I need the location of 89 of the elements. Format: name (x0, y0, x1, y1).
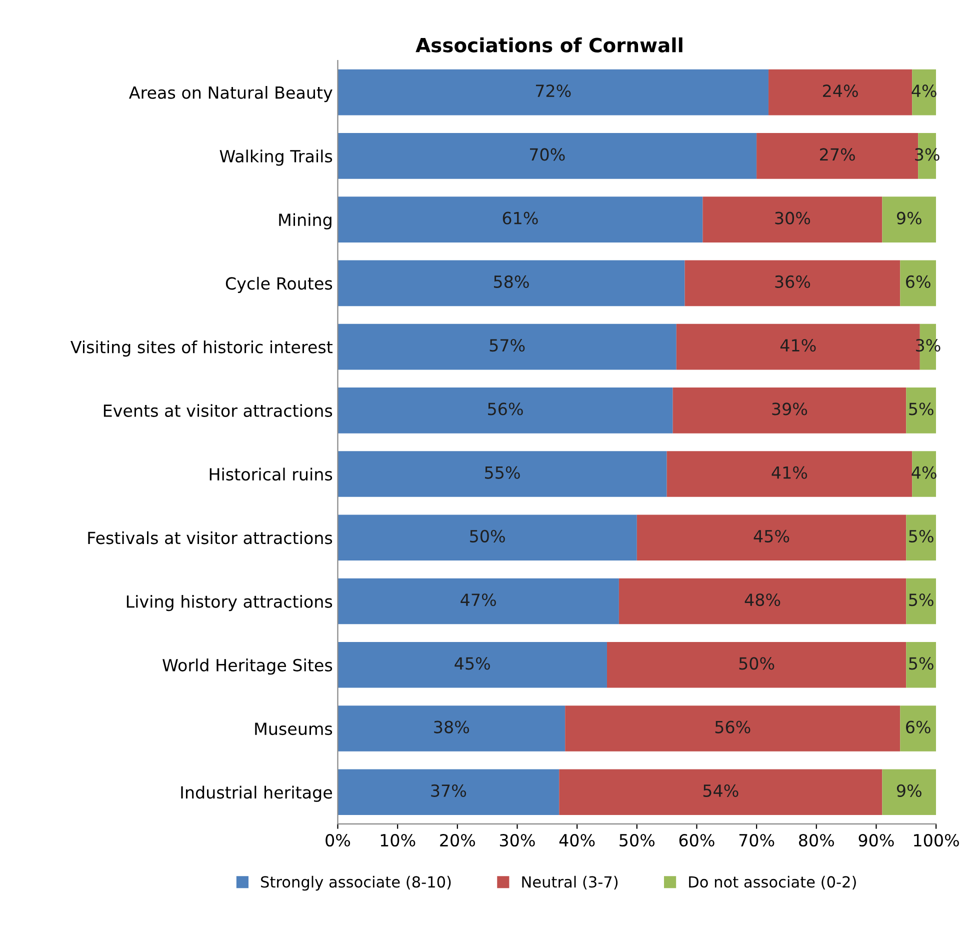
legend-label: Strongly associate (8-10) (261, 876, 451, 891)
bar (684, 260, 900, 306)
data-label: 45% (754, 530, 790, 542)
y-tick-label: Historical ruins (210, 468, 332, 481)
bar (906, 578, 936, 624)
y-tick-label: World Heritage Sites (162, 658, 332, 675)
bar (672, 388, 906, 434)
data-label: 37% (431, 784, 466, 797)
bar (768, 69, 912, 116)
bar (906, 514, 936, 561)
data-label: 45% (454, 657, 490, 670)
data-label: 72% (536, 84, 571, 98)
bar (906, 388, 936, 434)
data-label: 5% (909, 594, 934, 606)
y-tick-label: Industrial heritage (181, 786, 332, 802)
bar (559, 769, 882, 816)
y-tick-label: Museums (255, 722, 332, 736)
bar (338, 388, 673, 434)
x-tick-label: 90% (858, 834, 894, 847)
bar (618, 578, 906, 624)
y-tick-label: Living history attractions (126, 594, 332, 612)
data-label: 54% (703, 784, 738, 797)
bar (338, 706, 566, 752)
bar (338, 769, 560, 816)
data-label: 30% (775, 212, 810, 224)
bar (900, 260, 936, 306)
data-label: 24% (823, 84, 858, 98)
bar (906, 642, 936, 688)
bar (338, 578, 619, 624)
bar (900, 706, 936, 752)
data-label: 70% (530, 148, 565, 161)
data-label: 58% (494, 275, 529, 288)
data-label: 9% (896, 784, 922, 797)
y-tick-label: Visiting sites of historic interest (70, 340, 332, 357)
x-tick-label: 30% (500, 834, 535, 847)
x-tick-label: 70% (739, 834, 774, 847)
data-label: 47% (460, 594, 496, 606)
data-label: 6% (906, 275, 930, 288)
bar (636, 514, 906, 561)
legend-label: Neutral (3-7) (522, 876, 618, 890)
x-tick-label: 80% (799, 834, 834, 847)
data-label: 36% (775, 275, 810, 288)
x-tick-label: 40% (559, 834, 595, 847)
chart-title: Associations of Cornwall (416, 37, 682, 52)
data-label: 56% (715, 720, 750, 734)
bar (338, 451, 667, 497)
x-tick-label: 100% (914, 834, 959, 847)
bar (338, 260, 685, 306)
data-label: 39% (772, 402, 808, 416)
data-label: 38% (434, 720, 470, 734)
data-label: 56% (488, 402, 523, 416)
bar (338, 69, 769, 116)
bar (565, 706, 900, 752)
bar (338, 133, 757, 179)
bar (338, 514, 637, 561)
bar (606, 642, 906, 688)
data-label: 55% (485, 466, 520, 479)
bar (882, 196, 936, 242)
bar (338, 324, 676, 370)
bar (882, 769, 936, 816)
data-label: 9% (896, 212, 922, 224)
bar (666, 451, 912, 497)
data-label: 61% (502, 212, 538, 224)
data-label: 57% (490, 339, 525, 352)
bar (338, 196, 703, 242)
x-tick-label: 20% (440, 834, 476, 847)
data-label: 27% (820, 148, 855, 161)
data-label: 5% (909, 402, 934, 416)
bar (702, 196, 882, 242)
y-tick-label: Mining (279, 213, 332, 230)
data-label: 41% (772, 466, 808, 479)
data-label: 41% (780, 339, 816, 352)
x-tick-label: 60% (679, 834, 714, 847)
data-label: 50% (470, 530, 505, 542)
data-label: 5% (909, 657, 934, 670)
x-tick-label: 10% (380, 834, 416, 847)
x-tick-label: 50% (620, 834, 654, 847)
data-label: 5% (909, 530, 934, 542)
x-tick-label: 0% (326, 834, 350, 847)
y-tick-label: Walking Trails (220, 150, 332, 166)
data-label: 48% (744, 594, 780, 606)
bar (338, 642, 607, 688)
data-label: 50% (739, 657, 774, 670)
y-tick-label: Events at visitor attractions (104, 404, 332, 417)
y-tick-label: Festivals at visitor attractions (88, 531, 332, 544)
legend-label: Do not associate (0-2) (689, 876, 856, 890)
y-tick-label: Areas on Natural Beauty (129, 86, 332, 102)
y-tick-label: Cycle Routes (226, 276, 332, 293)
data-label: 6% (906, 720, 930, 734)
